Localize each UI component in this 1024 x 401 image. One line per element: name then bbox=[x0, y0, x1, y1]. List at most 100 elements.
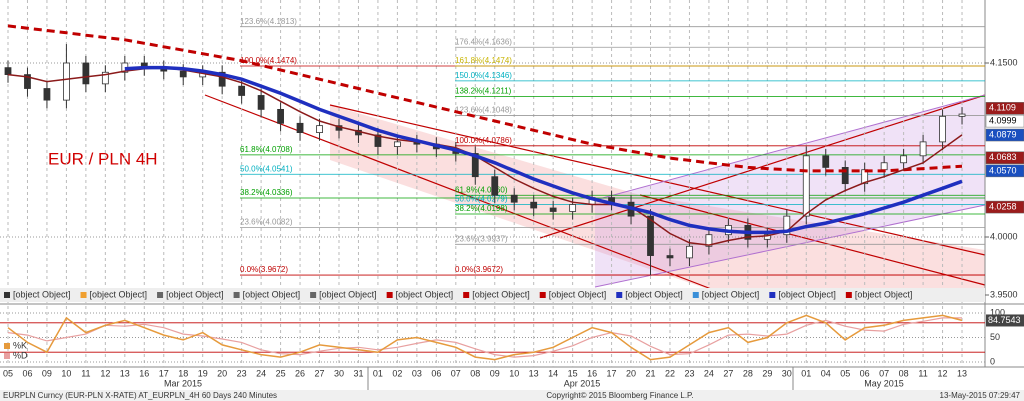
x-tick-label: 07 bbox=[451, 368, 461, 378]
legend-swatch bbox=[157, 292, 164, 298]
x-tick-label: 20 bbox=[626, 368, 636, 378]
price-tag-label: 4.0570 bbox=[989, 165, 1017, 175]
candle-body bbox=[4, 67, 12, 75]
candle-body bbox=[666, 255, 674, 259]
fib-label: 23.6%(4.0082) bbox=[240, 218, 293, 227]
candle-body bbox=[393, 141, 401, 147]
candle-body bbox=[939, 115, 946, 143]
price-tag bbox=[985, 151, 1024, 165]
channel-fill bbox=[595, 95, 985, 287]
candle-body bbox=[238, 85, 246, 96]
price-tag-label: 4.1109 bbox=[989, 103, 1016, 113]
legend-label: [object Object] bbox=[778, 289, 836, 299]
candle-body bbox=[686, 245, 693, 259]
x-tick-label: 24 bbox=[704, 368, 714, 378]
footer-center: Copyright© 2015 Bloomberg Finance L.P. bbox=[546, 391, 693, 400]
candle-body bbox=[530, 201, 538, 209]
fib-label: 123.6%(4.1048) bbox=[455, 106, 512, 115]
fib-label: 61.8%(4.0708) bbox=[240, 145, 293, 154]
price-tag-label: 4.0999 bbox=[989, 115, 1017, 125]
candle-body bbox=[802, 155, 810, 217]
x-tick-label: 24 bbox=[256, 368, 266, 378]
x-tick-label: 06 bbox=[860, 368, 870, 378]
legend-swatch bbox=[386, 292, 393, 298]
x-tick-label: 03 bbox=[412, 368, 422, 378]
fib-label: 161.8%(4.1474) bbox=[455, 56, 512, 65]
x-tick-label: 30 bbox=[334, 368, 344, 378]
legend-label: [object Object] bbox=[13, 289, 71, 299]
x-tick-label: 19 bbox=[198, 368, 208, 378]
footer-bar bbox=[0, 390, 1024, 401]
y-tick-label: 50 bbox=[990, 332, 1000, 342]
oscillator-line bbox=[7, 317, 962, 358]
x-tick-label: 23 bbox=[684, 368, 694, 378]
legend-swatch bbox=[692, 292, 699, 298]
legend-swatch bbox=[4, 343, 10, 349]
price-tag-label: 4.0683 bbox=[989, 152, 1017, 162]
legend-swatch bbox=[539, 292, 546, 298]
fib-label: 123.6%(4.1813) bbox=[240, 17, 297, 26]
legend-label: [object Object] bbox=[166, 289, 224, 299]
x-tick-label: 31 bbox=[353, 368, 363, 378]
legend-label: [object Object] bbox=[243, 289, 301, 299]
candle-body bbox=[569, 204, 577, 212]
trend-line bbox=[594, 94, 986, 201]
fib-label: 38.2%(4.0198) bbox=[455, 204, 508, 213]
x-tick-label: 09 bbox=[42, 368, 52, 378]
x-tick-label: 04 bbox=[821, 368, 831, 378]
fib-label: 61.8%(4.0360) bbox=[455, 185, 508, 194]
oscillator-line bbox=[7, 314, 963, 361]
candle-body bbox=[374, 134, 382, 147]
month-label: Apr 2015 bbox=[564, 378, 601, 388]
candle-body bbox=[179, 70, 187, 78]
legend-label: %D bbox=[13, 350, 28, 360]
trend-line bbox=[639, 194, 986, 286]
x-tick-label: 27 bbox=[723, 368, 733, 378]
price-tag bbox=[985, 164, 1024, 178]
x-tick-label: 12 bbox=[100, 368, 110, 378]
legend-label: [object Object] bbox=[396, 289, 454, 299]
legend-label: [object Object] bbox=[319, 289, 377, 299]
x-tick-label: 18 bbox=[178, 368, 188, 378]
legend-label: [object Object] bbox=[702, 289, 760, 299]
x-tick-label: 10 bbox=[61, 368, 71, 378]
x-tick-label: 13 bbox=[120, 368, 130, 378]
legend-label: [object Object] bbox=[472, 289, 530, 299]
y-tick-label: 4.1500 bbox=[990, 57, 1018, 67]
month-label: Mar 2015 bbox=[164, 378, 202, 388]
fib-label: 50.0%(4.0541) bbox=[240, 164, 293, 173]
value-tag-label: 84.7543 bbox=[988, 315, 1021, 325]
chart-title: EUR / PLN 4H bbox=[48, 149, 158, 168]
legend-swatch bbox=[616, 292, 623, 298]
x-tick-label: 14 bbox=[548, 368, 558, 378]
candle-body bbox=[82, 62, 90, 85]
x-tick-label: 26 bbox=[295, 368, 305, 378]
candle-body bbox=[316, 125, 323, 133]
x-tick-label: 02 bbox=[392, 368, 402, 378]
candle-body bbox=[63, 62, 70, 101]
x-tick-label: 16 bbox=[139, 368, 149, 378]
moving-average bbox=[124, 65, 963, 235]
candle-body bbox=[822, 155, 830, 168]
channel-fill bbox=[330, 105, 985, 300]
value-tag bbox=[986, 314, 1024, 327]
legend-label: [object Object] bbox=[855, 289, 913, 299]
fib-label: 138.2%(4.1211) bbox=[455, 87, 512, 96]
fib-label: 23.6%(3.9937) bbox=[455, 234, 508, 243]
price-tag bbox=[985, 102, 1024, 115]
x-tick-label: 09 bbox=[490, 368, 500, 378]
x-tick-label: 08 bbox=[470, 368, 480, 378]
x-tick-label: 20 bbox=[217, 368, 227, 378]
candle-body bbox=[296, 122, 304, 133]
legend-label: [object Object] bbox=[90, 289, 148, 299]
legend-swatch bbox=[769, 292, 776, 298]
x-tick-label: 13 bbox=[529, 368, 539, 378]
y-tick-label: 0 bbox=[990, 356, 995, 366]
candle-body bbox=[471, 153, 479, 178]
fib-label: 38.2%(4.0336) bbox=[240, 188, 293, 197]
price-tag bbox=[985, 114, 1024, 128]
fib-label: 0.0%(3.9672) bbox=[455, 265, 503, 274]
candle-body bbox=[880, 162, 888, 171]
trend-line bbox=[329, 104, 986, 256]
price-tag-label: 4.0879 bbox=[989, 129, 1017, 139]
